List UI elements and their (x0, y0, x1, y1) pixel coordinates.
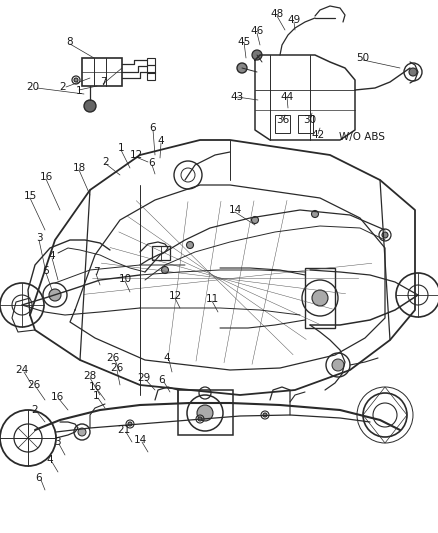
Bar (147, 65, 155, 73)
Bar (304, 268, 334, 328)
Circle shape (78, 428, 86, 436)
Bar (147, 72, 155, 80)
Text: 6: 6 (42, 266, 49, 276)
Circle shape (408, 68, 416, 76)
Text: 12: 12 (129, 150, 142, 160)
Circle shape (197, 405, 212, 421)
Text: 3: 3 (53, 437, 60, 447)
Circle shape (128, 422, 132, 426)
Text: 3: 3 (35, 233, 42, 243)
Text: 2: 2 (102, 157, 109, 167)
Text: 49: 49 (287, 15, 300, 25)
Circle shape (161, 266, 168, 273)
Bar (274, 115, 290, 133)
Text: 2: 2 (32, 405, 38, 415)
Text: 14: 14 (133, 435, 146, 445)
Text: 4: 4 (49, 251, 55, 261)
Text: 28: 28 (83, 371, 96, 381)
Text: 2: 2 (60, 82, 66, 92)
Text: 26: 26 (106, 353, 119, 363)
Text: 10: 10 (118, 274, 131, 284)
Bar (297, 115, 312, 133)
Circle shape (311, 290, 327, 306)
Circle shape (251, 50, 261, 60)
Text: 18: 18 (72, 163, 85, 173)
Text: 21: 21 (117, 425, 131, 435)
Text: 46: 46 (250, 26, 263, 36)
Text: 6: 6 (158, 375, 165, 385)
Text: 43: 43 (230, 92, 243, 102)
Text: 4: 4 (157, 136, 164, 146)
Circle shape (331, 359, 343, 371)
Text: 48: 48 (270, 9, 283, 19)
Circle shape (262, 413, 266, 417)
Text: 16: 16 (39, 172, 53, 182)
Text: 1: 1 (92, 391, 99, 401)
Text: 42: 42 (311, 130, 324, 140)
Text: 6: 6 (148, 158, 155, 168)
Text: 16: 16 (50, 392, 64, 402)
Bar (152, 246, 170, 260)
Text: 1: 1 (75, 86, 82, 96)
Circle shape (251, 216, 258, 223)
Circle shape (84, 100, 96, 112)
Circle shape (186, 241, 193, 248)
Text: 8: 8 (67, 37, 73, 47)
Text: 4: 4 (46, 455, 53, 465)
Circle shape (381, 232, 387, 238)
Circle shape (311, 211, 318, 217)
Text: 29: 29 (137, 373, 150, 383)
Text: 7: 7 (99, 77, 106, 87)
Text: 15: 15 (23, 191, 36, 201)
Text: 36: 36 (276, 115, 289, 125)
Circle shape (198, 417, 201, 421)
Text: 6: 6 (149, 123, 156, 133)
Text: 4: 4 (163, 353, 170, 363)
Text: 20: 20 (26, 82, 39, 92)
Text: 7: 7 (92, 267, 99, 277)
Text: 50: 50 (356, 53, 369, 63)
Text: 24: 24 (15, 365, 28, 375)
Text: 12: 12 (168, 291, 181, 301)
Circle shape (74, 78, 78, 82)
Text: W/O ABS: W/O ABS (338, 132, 384, 142)
Text: 26: 26 (27, 380, 41, 390)
Circle shape (49, 289, 61, 301)
Text: 6: 6 (35, 473, 42, 483)
Bar (82, 58, 122, 86)
Text: 1: 1 (117, 143, 124, 153)
Text: 14: 14 (228, 205, 241, 215)
Text: 26: 26 (110, 363, 124, 373)
Text: 30: 30 (303, 115, 316, 125)
Bar (177, 390, 233, 435)
Text: 11: 11 (205, 294, 218, 304)
Circle shape (237, 63, 247, 73)
Text: 16: 16 (88, 382, 101, 392)
Text: 44: 44 (280, 92, 293, 102)
Bar (147, 58, 155, 65)
Text: 45: 45 (237, 37, 250, 47)
